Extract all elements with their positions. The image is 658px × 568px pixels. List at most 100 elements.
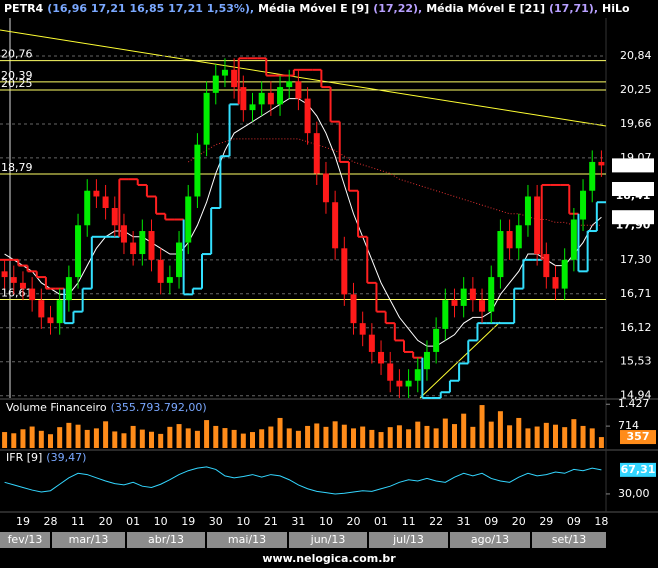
candle-body (561, 259, 568, 289)
candle-body (231, 69, 238, 88)
volume-bar (176, 424, 182, 448)
volume-bar (571, 419, 577, 448)
volume-bar (323, 426, 329, 448)
level-label: 20,25 (1, 77, 33, 90)
x-tick-label: 09 (567, 515, 581, 528)
volume-bar (497, 411, 503, 448)
y-tick-label: 16,71 (620, 287, 652, 300)
candle-body (332, 202, 339, 249)
candle-body (387, 363, 394, 381)
volume-bar (93, 428, 99, 448)
volume-bar (295, 430, 301, 448)
volume-bar (525, 428, 531, 448)
candle-body (277, 87, 284, 105)
candle-body (543, 254, 550, 278)
volume-bar (277, 417, 283, 448)
volume-bar (268, 426, 274, 448)
volume-bar (103, 421, 109, 448)
candle-body (534, 196, 541, 255)
volume-bar (580, 425, 586, 448)
volume-bar (213, 425, 219, 448)
panel-title: IFR [9] (39,47) (6, 451, 86, 464)
candle-body (460, 288, 467, 306)
x-tick-label: 10 (154, 515, 168, 528)
y-tick-label: 714 (618, 419, 639, 432)
candle-body (84, 190, 91, 226)
volume-bar (360, 426, 366, 448)
candle-body (322, 173, 329, 203)
volume-bar (516, 417, 522, 448)
volume-bar (130, 425, 136, 448)
candle-body (19, 282, 26, 289)
candle-body (423, 351, 430, 370)
x-tick-label: 10 (236, 515, 250, 528)
candle-body (157, 259, 164, 283)
month-box (369, 532, 448, 548)
volume-bar (75, 424, 81, 448)
volume-bar (387, 427, 393, 448)
volume-bar (66, 422, 72, 448)
ticker: PETR4 (4, 2, 44, 15)
volume-bar (305, 425, 311, 448)
quote: (16,96 17,21 16,85 17,21 1,53%), (47, 2, 254, 15)
volume-bar (194, 430, 200, 448)
candle-body (75, 225, 82, 278)
panel-name: Volume Financeiro (6, 401, 107, 414)
x-tick-label: 20 (99, 515, 113, 528)
volume-bar (488, 421, 494, 448)
panel-title: Volume Financeiro (355.793.792,00) (6, 401, 207, 414)
candle-body (249, 104, 256, 111)
candle-body (185, 196, 192, 243)
volume-bar (589, 428, 595, 448)
volume-bar (341, 424, 347, 448)
candle-body (176, 242, 183, 278)
panel-name: IFR [9] (6, 451, 42, 464)
month-label: set/13 (552, 533, 587, 546)
y-tick-label: 15,53 (620, 355, 652, 368)
volume-bar (204, 420, 210, 448)
volume-bar (442, 418, 448, 448)
candle-body (203, 92, 210, 145)
volume-bar (406, 429, 412, 448)
level-label: 18,79 (1, 161, 33, 174)
volume-bar (553, 424, 558, 448)
month-box (52, 532, 125, 548)
candle-body (469, 288, 476, 301)
candle-body (580, 190, 587, 220)
volume-bar (250, 432, 255, 448)
volume-bar (20, 429, 26, 448)
volume-bar (461, 413, 467, 448)
x-tick-label: 31 (457, 515, 471, 528)
candle-body (589, 161, 596, 191)
y-tick-label: 20,84 (620, 49, 652, 62)
volume-bar (396, 425, 402, 448)
candle-body (524, 196, 531, 226)
candle-body (313, 133, 320, 174)
indicator-line (4, 98, 602, 347)
x-tick-label: 31 (291, 515, 305, 528)
overlay-reading: (17,22), (373, 2, 422, 15)
x-tick-label: 01 (374, 515, 388, 528)
x-tick-label: 21 (264, 515, 278, 528)
x-tick-label: 11 (71, 515, 85, 528)
x-tick-label: 20 (347, 515, 361, 528)
candle-body (304, 98, 311, 134)
candle-body (139, 231, 146, 255)
overlay-reading: (17,71), (549, 2, 598, 15)
x-tick-label: 01 (126, 515, 140, 528)
candle-body (506, 231, 513, 249)
price-badge (612, 182, 654, 196)
candle-body (47, 317, 54, 324)
x-tick-label: 19 (181, 515, 195, 528)
candle-body (194, 144, 201, 197)
overlay-name: Média Móvel E [21] (426, 2, 545, 15)
candle-body (405, 380, 412, 387)
candle-body (148, 231, 155, 260)
candle-body (442, 300, 449, 329)
x-tick-label: 30 (209, 515, 223, 528)
volume-bar (378, 432, 384, 448)
candle-body (451, 300, 458, 306)
candle-body (295, 81, 302, 99)
volume-bar (185, 428, 191, 448)
candle-body (38, 300, 45, 318)
